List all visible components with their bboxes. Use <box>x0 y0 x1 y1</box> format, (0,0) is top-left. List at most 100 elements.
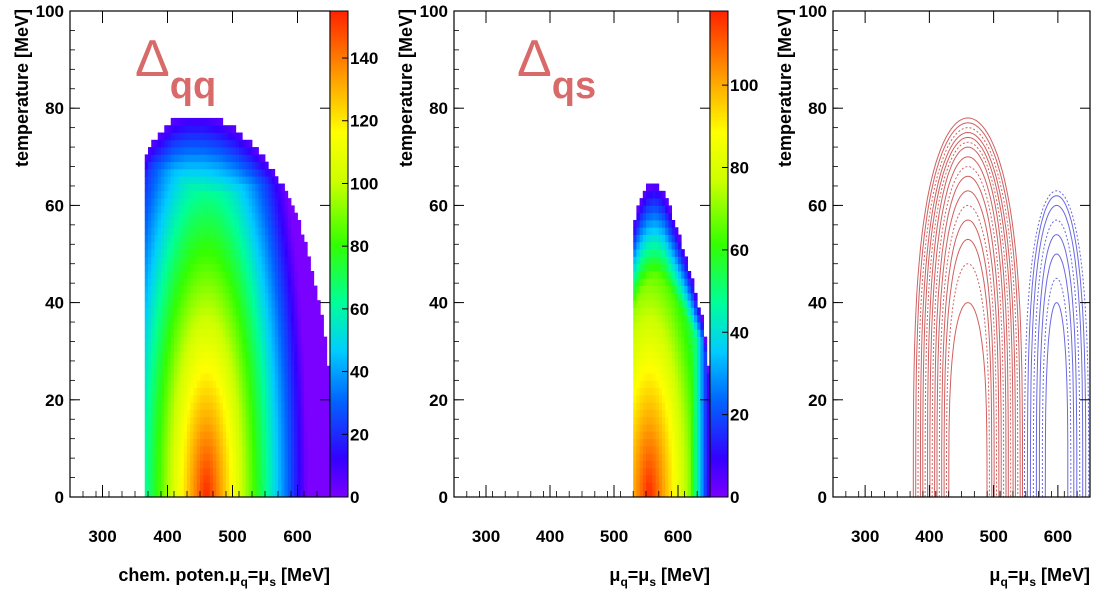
heat-cell <box>164 445 168 454</box>
heat-cell <box>226 205 230 214</box>
y-tick-label: 20 <box>808 391 827 410</box>
heat-cell <box>183 212 188 221</box>
heat-cell <box>232 234 237 243</box>
heat-cell <box>216 161 220 170</box>
heat-cell <box>154 336 159 345</box>
heat-cell <box>668 212 672 221</box>
heat-cell <box>268 482 272 491</box>
heat-cell <box>213 263 217 272</box>
heat-cell <box>317 307 321 316</box>
heat-cell <box>148 227 152 235</box>
heat-cell <box>255 285 259 294</box>
heat-cell <box>274 351 279 359</box>
heat-cell <box>196 460 201 469</box>
heat-cell <box>700 460 704 469</box>
heat-cell <box>248 467 253 476</box>
heat-cell <box>164 161 168 170</box>
heat-cell <box>307 431 311 440</box>
heat-cell <box>232 394 237 403</box>
heat-cell <box>245 198 250 206</box>
heat-cell <box>662 475 666 483</box>
heat-cell <box>219 431 224 440</box>
heat-cell <box>216 227 220 235</box>
heat-cell <box>665 227 669 235</box>
heat-cell <box>633 219 637 228</box>
heat-cell <box>642 329 647 338</box>
heat-cell <box>287 460 292 469</box>
heat-cell <box>694 351 698 359</box>
heat-cell <box>658 380 663 389</box>
heat-cell <box>187 431 191 440</box>
heat-cell <box>206 482 211 491</box>
heat-cell <box>313 394 318 403</box>
heat-cell <box>690 394 695 403</box>
heat-cell <box>278 285 282 294</box>
heat-cell <box>148 147 152 155</box>
heat-cell <box>248 358 253 367</box>
heat-cell <box>183 205 188 214</box>
heat-cell <box>161 278 165 286</box>
heat-cell <box>154 300 159 308</box>
heat-cell <box>655 351 660 359</box>
heat-cell <box>697 336 701 345</box>
heat-cell <box>232 161 237 170</box>
heat-cell <box>232 212 237 221</box>
heat-cell <box>313 285 318 294</box>
heat-cell <box>203 300 207 308</box>
heat-cell <box>287 336 292 345</box>
heat-cell <box>636 212 640 221</box>
heat-cell <box>170 445 175 454</box>
heat-cell <box>154 278 159 286</box>
heat-cell <box>167 154 172 163</box>
heat-cell <box>232 139 237 148</box>
heat-cell <box>690 438 695 447</box>
heat-cell <box>706 416 711 425</box>
heat-cell <box>213 125 217 133</box>
contour-line <box>927 146 1009 498</box>
heat-cell <box>183 271 188 279</box>
heat-cell <box>239 234 243 243</box>
heat-cell <box>219 475 224 483</box>
heat-cell <box>161 183 165 192</box>
heat-cell <box>252 205 256 214</box>
heat-cell <box>239 387 243 396</box>
heat-cell <box>655 394 660 403</box>
heat-cell <box>209 358 214 367</box>
heat-cell <box>157 256 162 265</box>
heat-cell <box>170 489 175 498</box>
heat-cell <box>242 234 246 243</box>
heat-cell <box>157 467 162 476</box>
heat-cell <box>658 271 663 279</box>
heat-cell <box>278 387 282 396</box>
heat-cell <box>662 460 666 469</box>
heat-cell <box>317 445 321 454</box>
heat-cell <box>323 475 328 483</box>
heat-cell <box>261 460 266 469</box>
heat-cell <box>649 460 653 469</box>
heat-cell <box>144 489 149 498</box>
heat-cell <box>206 256 211 265</box>
contour-line <box>922 136 1014 498</box>
heat-cell <box>190 117 194 126</box>
heat-cell <box>193 292 198 301</box>
heat-cell <box>164 438 168 447</box>
heat-cell <box>658 460 663 469</box>
heat-cell <box>216 198 220 206</box>
heat-cell <box>213 256 217 265</box>
heat-cell <box>271 205 276 214</box>
heat-cell <box>310 358 315 367</box>
heat-cell <box>646 343 650 352</box>
heat-cell <box>252 183 256 192</box>
heat-cell <box>268 314 272 323</box>
y-tick-label: 60 <box>808 196 827 215</box>
heat-cell <box>255 307 259 316</box>
heat-cell <box>310 307 315 316</box>
heat-cell <box>209 445 214 454</box>
heat-cell <box>304 402 308 410</box>
heat-cell <box>174 300 178 308</box>
heat-cell <box>174 460 178 469</box>
heat-cell <box>219 263 224 272</box>
heat-cell <box>177 394 181 403</box>
heat-cell <box>164 416 168 425</box>
heat-cell <box>206 307 211 316</box>
